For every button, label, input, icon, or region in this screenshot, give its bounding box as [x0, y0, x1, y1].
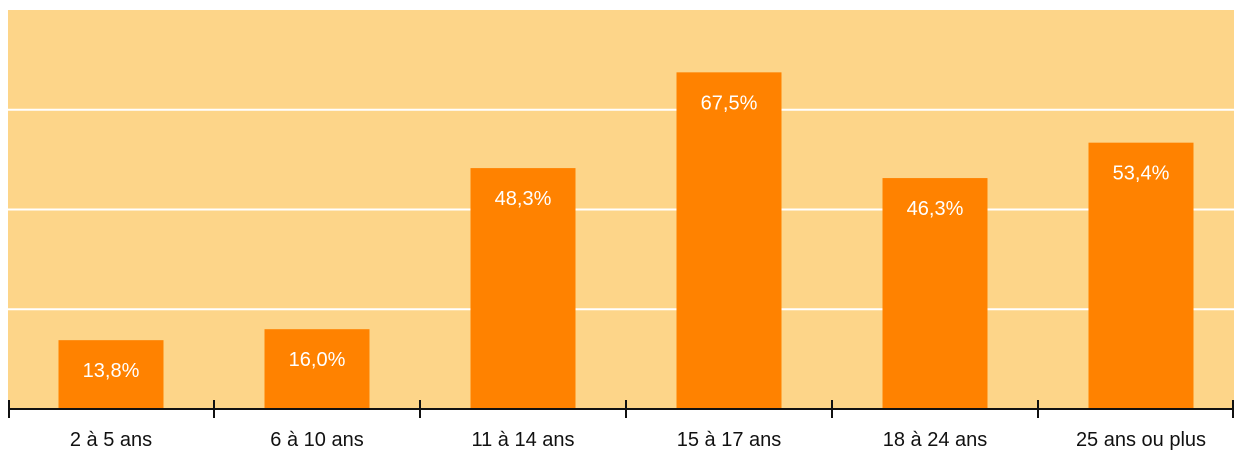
bar-value-label: 46,3%: [907, 198, 964, 220]
bar: [264, 329, 370, 409]
bar: [882, 178, 988, 409]
bar: [58, 340, 164, 409]
bar-value-label: 48,3%: [495, 188, 552, 210]
bar: [470, 168, 576, 409]
x-tick-label: 2 à 5 ans: [70, 429, 152, 451]
bar-value-label: 13,8%: [83, 360, 140, 382]
bar: [676, 72, 782, 409]
bar-value-label: 53,4%: [1113, 163, 1170, 185]
bar-value-label: 16,0%: [289, 349, 346, 371]
x-tick-label: 6 à 10 ans: [270, 429, 363, 451]
x-axis: [8, 400, 1234, 418]
x-tick-label: 11 à 14 ans: [471, 429, 574, 451]
x-tick-labels: 2 à 5 ans 6 à 10 ans 11 à 14 ans 15 à 17 an…: [70, 429, 1206, 451]
x-tick-label: 18 à 24 ans: [883, 429, 988, 451]
bars: 13,8% 16,0% 48,3% 67,5% 46,3% 53,4%: [58, 72, 1194, 410]
bar: [1088, 142, 1194, 410]
x-tick-label: 25 ans ou plus: [1076, 429, 1206, 451]
x-tick-label: 15 à 17 ans: [677, 429, 782, 451]
bar-value-label: 67,5%: [701, 92, 758, 114]
grid-lines: [8, 108, 1234, 311]
